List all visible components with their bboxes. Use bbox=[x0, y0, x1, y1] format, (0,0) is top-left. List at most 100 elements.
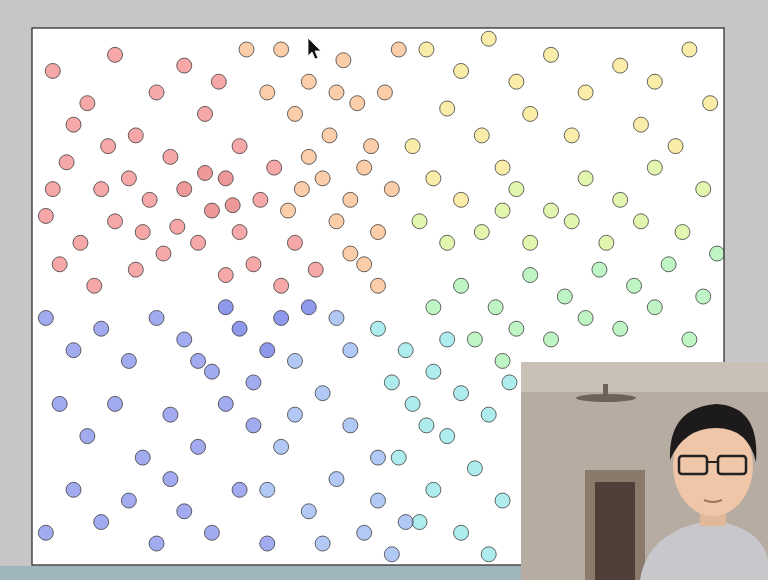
point bbox=[274, 42, 289, 57]
point bbox=[128, 128, 143, 143]
point bbox=[287, 235, 302, 250]
point bbox=[495, 160, 510, 175]
point bbox=[578, 171, 593, 186]
point bbox=[343, 343, 358, 358]
point bbox=[419, 418, 434, 433]
point bbox=[239, 42, 254, 57]
frame bbox=[0, 0, 768, 580]
point bbox=[66, 482, 81, 497]
point bbox=[191, 353, 206, 368]
point bbox=[94, 515, 109, 530]
point bbox=[163, 149, 178, 164]
point bbox=[149, 536, 164, 551]
point bbox=[564, 128, 579, 143]
point bbox=[357, 257, 372, 272]
point bbox=[177, 182, 192, 197]
point bbox=[523, 106, 538, 121]
point bbox=[287, 353, 302, 368]
point bbox=[308, 262, 323, 277]
point bbox=[225, 198, 240, 213]
point bbox=[357, 525, 372, 540]
point bbox=[274, 278, 289, 293]
webcam-ceiling bbox=[521, 362, 768, 392]
point bbox=[627, 278, 642, 293]
point bbox=[647, 74, 662, 89]
point bbox=[440, 235, 455, 250]
point bbox=[218, 268, 233, 283]
point bbox=[45, 182, 60, 197]
point bbox=[87, 278, 102, 293]
point bbox=[301, 504, 316, 519]
point bbox=[613, 192, 628, 207]
point bbox=[52, 396, 67, 411]
point bbox=[384, 375, 399, 390]
point bbox=[329, 472, 344, 487]
point bbox=[315, 386, 330, 401]
glasses-right bbox=[718, 456, 746, 474]
point bbox=[371, 225, 386, 240]
point bbox=[523, 235, 538, 250]
mouth bbox=[704, 500, 722, 502]
point bbox=[38, 525, 53, 540]
point bbox=[211, 74, 226, 89]
point bbox=[405, 396, 420, 411]
doorway bbox=[585, 470, 645, 580]
point bbox=[128, 262, 143, 277]
point bbox=[599, 235, 614, 250]
point bbox=[405, 139, 420, 154]
point bbox=[267, 160, 282, 175]
point bbox=[52, 257, 67, 272]
point bbox=[509, 182, 524, 197]
point bbox=[142, 192, 157, 207]
glasses-bridge bbox=[707, 461, 718, 463]
point bbox=[198, 106, 213, 121]
point bbox=[495, 353, 510, 368]
point bbox=[108, 396, 123, 411]
point bbox=[38, 208, 53, 223]
point bbox=[101, 139, 116, 154]
webcam-wall bbox=[521, 362, 768, 580]
point bbox=[260, 536, 275, 551]
point bbox=[544, 332, 559, 347]
point bbox=[592, 262, 607, 277]
point bbox=[426, 364, 441, 379]
point bbox=[682, 332, 697, 347]
point bbox=[246, 418, 261, 433]
point bbox=[329, 214, 344, 229]
point bbox=[371, 321, 386, 336]
door-opening bbox=[595, 482, 635, 580]
point bbox=[371, 493, 386, 508]
point bbox=[696, 289, 711, 304]
point bbox=[121, 493, 136, 508]
point bbox=[108, 47, 123, 62]
point bbox=[419, 42, 434, 57]
point bbox=[377, 85, 392, 100]
point bbox=[336, 53, 351, 68]
point bbox=[274, 310, 289, 325]
point bbox=[177, 58, 192, 73]
point bbox=[426, 171, 441, 186]
point bbox=[204, 525, 219, 540]
point bbox=[488, 300, 503, 315]
point bbox=[204, 364, 219, 379]
point bbox=[509, 74, 524, 89]
point bbox=[246, 375, 261, 390]
shirt bbox=[640, 520, 768, 580]
point bbox=[121, 171, 136, 186]
point bbox=[322, 128, 337, 143]
point bbox=[121, 353, 136, 368]
point bbox=[682, 42, 697, 57]
point bbox=[315, 171, 330, 186]
point bbox=[315, 536, 330, 551]
point bbox=[675, 225, 690, 240]
point bbox=[661, 257, 676, 272]
point bbox=[149, 310, 164, 325]
point bbox=[391, 42, 406, 57]
page: {"chart_data": {"type": "scatter", "mark… bbox=[0, 0, 768, 580]
point bbox=[544, 203, 559, 218]
point bbox=[66, 117, 81, 132]
point bbox=[329, 85, 344, 100]
point bbox=[260, 343, 275, 358]
point bbox=[163, 407, 178, 422]
point bbox=[149, 85, 164, 100]
